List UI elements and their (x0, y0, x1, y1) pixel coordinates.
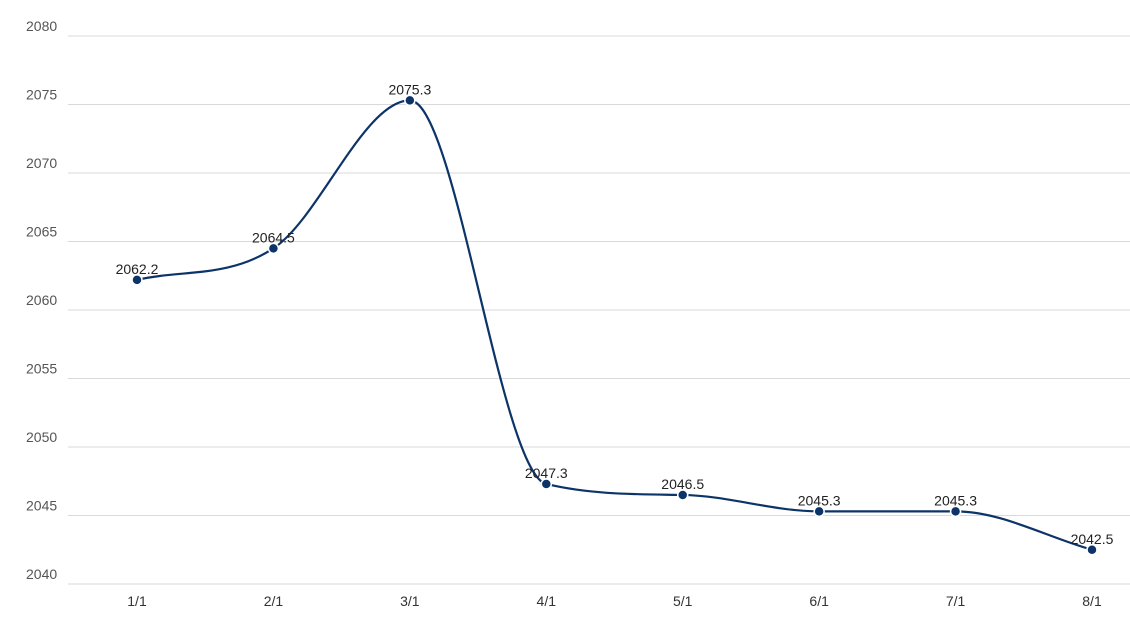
y-axis: 2040 2045 2050 2055 2060 2065 2070 2075 2080 (26, 18, 57, 582)
data-label: 2045.3 (798, 492, 841, 508)
x-tick-label: 6/1 (809, 593, 829, 609)
y-tick-label: 2060 (26, 292, 57, 308)
data-label: 2075.3 (388, 81, 431, 97)
data-label: 2045.3 (934, 492, 977, 508)
y-tick-label: 2050 (26, 429, 57, 445)
x-tick-label: 2/1 (264, 593, 284, 609)
data-label: 2062.2 (116, 261, 159, 277)
x-tick-label: 7/1 (946, 593, 966, 609)
y-tick-label: 2045 (26, 498, 57, 514)
x-tick-label: 8/1 (1082, 593, 1102, 609)
data-labels: 2062.2 2064.5 2075.3 2047.3 2046.5 2045.3 2045… (116, 81, 1114, 546)
data-point (267, 242, 280, 255)
x-axis: 1/1 2/1 3/1 4/1 5/1 6/1 7/1 8/1 (127, 593, 1102, 609)
y-tick-label: 2055 (26, 361, 57, 377)
data-point (404, 94, 416, 107)
x-tick-label: 1/1 (127, 593, 147, 609)
y-tick-label: 2075 (26, 87, 57, 103)
x-tick-label: 3/1 (400, 593, 420, 609)
data-point (676, 489, 689, 501)
y-tick-label: 2065 (26, 224, 57, 240)
data-point (813, 505, 825, 518)
data-label: 2046.5 (661, 476, 704, 492)
y-tick-label: 2080 (26, 18, 57, 34)
data-point (540, 478, 553, 490)
data-label: 2064.5 (252, 229, 295, 245)
data-point (131, 274, 143, 286)
data-point (1086, 544, 1098, 556)
data-label: 2042.5 (1071, 531, 1114, 547)
y-tick-label: 2040 (26, 566, 57, 582)
data-points (131, 94, 1098, 556)
series-line (136, 99, 1093, 551)
data-point (949, 505, 962, 518)
x-tick-label: 5/1 (673, 593, 693, 609)
gridlines (68, 35, 1130, 585)
y-tick-label: 2070 (26, 155, 57, 171)
x-tick-label: 4/1 (537, 593, 557, 609)
data-label: 2047.3 (525, 465, 568, 481)
